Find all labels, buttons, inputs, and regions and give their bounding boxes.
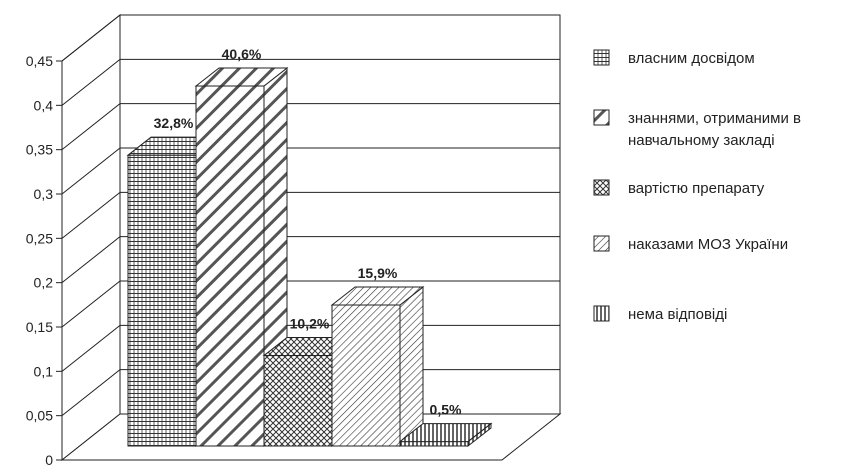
legend-label: наказами МОЗ України: [628, 236, 788, 253]
legend-item: вартістю препарату: [593, 179, 765, 197]
y-tick-label: 0,4: [34, 97, 54, 113]
y-tick-label: 0,35: [26, 142, 53, 158]
legend-label: знаннями, отриманими в: [628, 110, 801, 127]
gridline: [61, 58, 560, 106]
y-tick-label: 0,1: [34, 363, 54, 379]
legend-label: нема відповіді: [628, 306, 727, 323]
bar-front: [195, 85, 265, 447]
y-tick-label: 0,25: [26, 230, 53, 246]
data-label: 32,8%: [154, 115, 194, 131]
gridline: [61, 280, 560, 328]
bar-top: [194, 67, 289, 87]
bar-front: [127, 154, 197, 447]
bar-top: [398, 423, 493, 443]
y-tick-label: 0: [45, 452, 53, 466]
bar-front: [263, 355, 333, 447]
data-label: 40,6%: [222, 46, 262, 62]
legend-item: знаннями, отриманими в навчальному заклад…: [593, 109, 801, 149]
y-tick-label: 0,05: [26, 408, 53, 424]
y-tick-label: 0,3: [34, 186, 54, 202]
legend-item: нема відповіді: [593, 305, 727, 323]
y-axis: 0 0,05 0,1 0,15 0,2 0,25 0,3 0,35 0,4 0,45: [26, 14, 560, 466]
legend-swatch: [593, 305, 610, 322]
data-label: 15,9%: [358, 265, 398, 281]
legend: власним досвідом знаннями, отриманими в на…: [593, 49, 801, 323]
bar-front: [399, 441, 469, 447]
bar-front: [331, 304, 401, 447]
gridline: [61, 236, 560, 284]
legend-swatch: [593, 235, 610, 252]
gridline: [61, 147, 560, 195]
bar-top: [330, 286, 425, 306]
legend-swatch: [593, 109, 610, 126]
legend-label: власним досвідом: [628, 50, 755, 67]
bar-side: [399, 285, 424, 448]
legend-label: вартістю препарату: [628, 180, 765, 197]
data-labels: 32,8% 40,6% 10,2% 15,9% 0,5%: [154, 46, 462, 418]
legend-item: наказами МОЗ України: [593, 235, 788, 253]
y-tick-label: 0,2: [34, 275, 54, 291]
bar: [398, 422, 493, 448]
y-tick-label: 0,15: [26, 319, 53, 335]
bars-group: [126, 66, 493, 448]
bar: [330, 285, 425, 448]
gridline: [61, 103, 560, 151]
legend-label: навчальному закладі: [628, 132, 775, 149]
data-label: 0,5%: [430, 402, 462, 418]
gridline: [61, 191, 560, 239]
gridline: [61, 14, 560, 62]
legend-swatch: [593, 49, 610, 66]
data-label: 10,2%: [290, 316, 330, 332]
legend-swatch: [593, 179, 610, 196]
y-tick-label: 0,45: [26, 53, 53, 69]
legend-item: власним досвідом: [593, 49, 755, 67]
